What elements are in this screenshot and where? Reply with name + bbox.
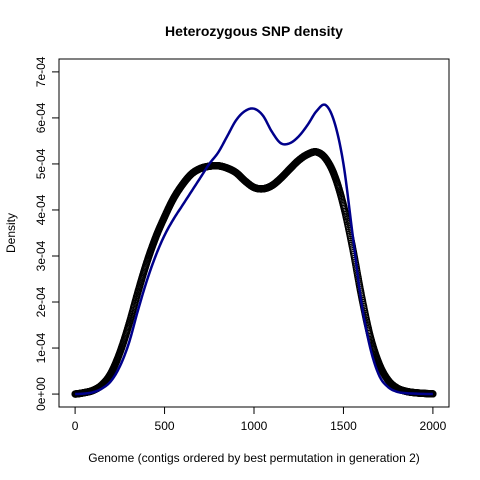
chart-title: Heterozygous SNP density (165, 23, 343, 39)
x-axis-label: Genome (contigs ordered by best permutat… (88, 451, 420, 465)
y-tick-label: 7e-04 (34, 56, 48, 87)
density-line (75, 105, 433, 394)
y-tick-label: 3e-04 (34, 240, 48, 271)
series-points (72, 149, 436, 398)
x-tick-label: 2000 (420, 419, 447, 433)
x-tick-label: 0 (72, 419, 79, 433)
y-axis-label: Density (4, 213, 18, 253)
y-tick-label: 0e+00 (34, 377, 48, 411)
y-axis: 0e+00 1e-04 2e-04 3e-04 4e-04 5e-04 6e-04 7e-04 (34, 56, 59, 411)
y-tick-label: 4e-04 (34, 194, 48, 225)
y-tick-label: 2e-04 (34, 286, 48, 317)
y-tick-label: 6e-04 (34, 102, 48, 133)
x-tick-label: 1500 (330, 419, 357, 433)
series-line-group (75, 105, 433, 394)
y-tick-label: 1e-04 (34, 332, 48, 363)
x-axis: 0 500 1000 1500 2000 (72, 407, 447, 433)
x-tick-label: 1000 (241, 419, 268, 433)
x-tick-label: 500 (155, 419, 175, 433)
y-tick-label: 5e-04 (34, 148, 48, 179)
